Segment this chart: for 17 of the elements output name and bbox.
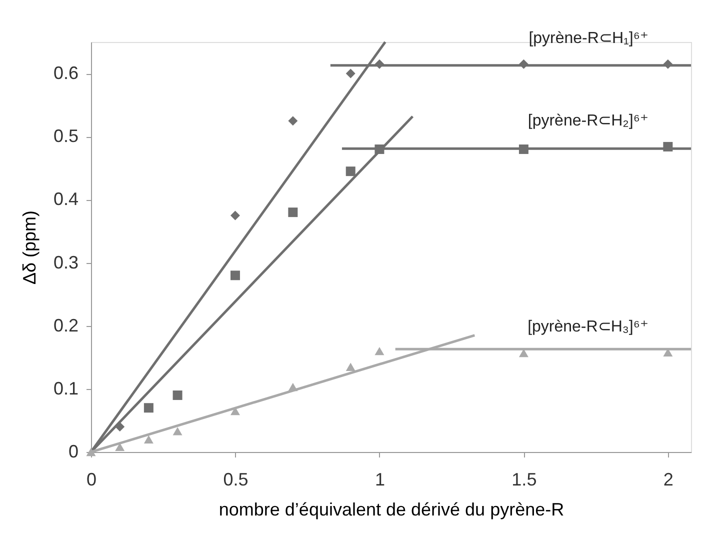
y-tick-label: 0.5 (53, 126, 78, 146)
x-tick-label: 2 (663, 470, 674, 490)
x-tick-label: 0 (86, 470, 97, 490)
y-tick-label: 0.1 (53, 378, 78, 398)
series-label: [pyrène-R⊂H₁]⁶⁺ (528, 30, 648, 48)
x-tick-label: 1.5 (512, 470, 537, 490)
x-tick-label: 0.5 (223, 470, 248, 490)
series-label: [pyrène-R⊂H₂]⁶⁺ (528, 112, 648, 130)
x-tick-label: 1 (374, 470, 385, 490)
y-tick-label: 0 (68, 442, 78, 462)
y-tick-label: 0.6 (53, 63, 78, 84)
y-axis-title: Δδ (ppm) (19, 210, 40, 285)
y-tick-label: 0.3 (53, 252, 78, 272)
series-label: [pyrène-R⊂H₃]⁶⁺ (528, 318, 648, 336)
x-axis-title: nombre d’équivalent de dérivé du pyrène-R (218, 500, 564, 520)
y-tick-label: 0.4 (53, 189, 78, 210)
y-tick-label: 0.2 (53, 315, 78, 336)
